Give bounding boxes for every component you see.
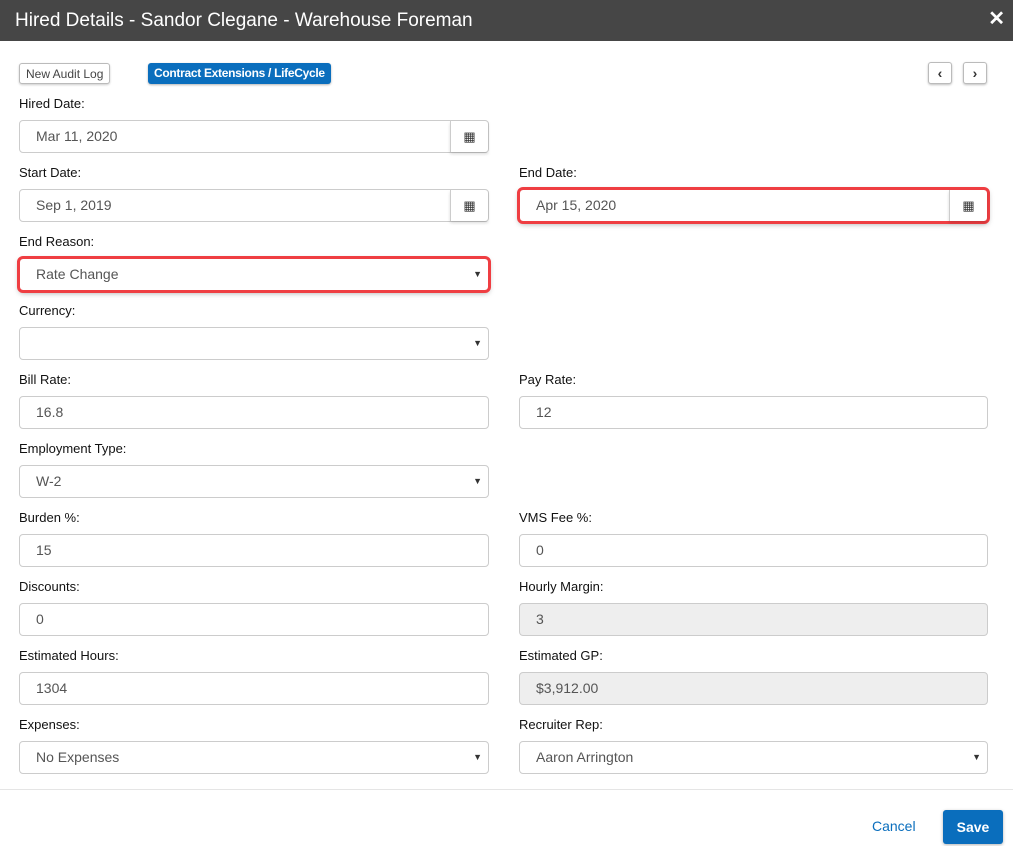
pay-rate-value: 12 [536,404,552,420]
dialog-header: Hired Details - Sandor Clegane - Warehou… [0,0,1013,41]
burden-value: 15 [36,542,52,558]
employment-type-label: Employment Type: [19,441,127,456]
estimated-hours-label: Estimated Hours: [19,648,119,663]
caret-down-icon: ▼ [473,752,482,762]
currency-label: Currency: [19,303,76,318]
burden-input[interactable]: 15 [19,534,489,567]
end-reason-value: Rate Change [36,266,119,282]
currency-select[interactable]: ▼ [19,327,489,360]
employment-type-select[interactable]: W-2 ▼ [19,465,489,498]
save-button[interactable]: Save [943,810,1003,844]
dialog-title: Hired Details - Sandor Clegane - Warehou… [15,10,473,31]
burden-label: Burden %: [19,510,80,525]
employment-type-value: W-2 [36,473,62,489]
caret-down-icon: ▼ [473,269,482,279]
chevron-left-icon[interactable]: ‹ [928,62,952,84]
end-reason-label: End Reason: [19,234,95,249]
caret-down-icon: ▼ [972,752,981,762]
caret-down-icon: ▼ [473,338,482,348]
discounts-label: Discounts: [19,579,80,594]
estimated-hours-input[interactable]: 1304 [19,672,489,705]
end-date-value: Apr 15, 2020 [536,197,617,213]
discounts-value: 0 [36,611,44,627]
cancel-button[interactable]: Cancel [872,818,916,834]
recruiter-rep-label: Recruiter Rep: [519,717,603,732]
calendar-icon[interactable]: ▦ [949,190,987,221]
bill-rate-value: 16.8 [36,404,64,420]
vms-fee-value: 0 [536,542,544,558]
dialog-footer: Cancel Save [0,789,1013,846]
chevron-right-icon[interactable]: › [963,62,987,84]
pay-rate-input[interactable]: 12 [519,396,988,429]
expenses-label: Expenses: [19,717,80,732]
pay-rate-label: Pay Rate: [519,372,577,387]
end-date-input[interactable]: Apr 15, 2020 ▦ [517,187,990,224]
hourly-margin-label: Hourly Margin: [519,579,604,594]
start-date-value: Sep 1, 2019 [36,197,112,213]
bill-rate-label: Bill Rate: [19,372,72,387]
hourly-margin-input: 3 [519,603,988,636]
expenses-select[interactable]: No Expenses ▼ [19,741,489,774]
start-date-label: Start Date: [19,165,82,180]
hired-date-value: Mar 11, 2020 [36,128,118,144]
calendar-icon[interactable]: ▦ [450,190,488,221]
new-audit-log-button[interactable]: New Audit Log [19,63,111,84]
hourly-margin-value: 3 [536,611,544,627]
estimated-gp-value: $3,912.00 [536,680,599,696]
discounts-input[interactable]: 0 [19,603,489,636]
recruiter-rep-select[interactable]: Aaron Arrington ▼ [519,741,988,774]
expenses-value: No Expenses [36,749,120,765]
bill-rate-input[interactable]: 16.8 [19,396,489,429]
contract-extensions-button[interactable]: Contract Extensions / LifeCycle [148,63,331,84]
end-reason-select[interactable]: Rate Change ▼ [17,256,491,293]
recruiter-rep-value: Aaron Arrington [536,749,634,765]
hired-date-label: Hired Date: [19,96,85,111]
vms-fee-input[interactable]: 0 [519,534,988,567]
caret-down-icon: ▼ [473,476,482,486]
vms-fee-label: VMS Fee %: [519,510,592,525]
hired-date-input[interactable]: Mar 11, 2020 ▦ [19,120,489,153]
estimated-gp-label: Estimated GP: [519,648,603,663]
close-icon[interactable]: ✕ [988,8,1005,30]
calendar-icon[interactable]: ▦ [450,121,488,152]
estimated-gp-input: $3,912.00 [519,672,988,705]
start-date-input[interactable]: Sep 1, 2019 ▦ [19,189,489,222]
end-date-label: End Date: [519,165,577,180]
estimated-hours-value: 1304 [36,680,68,696]
